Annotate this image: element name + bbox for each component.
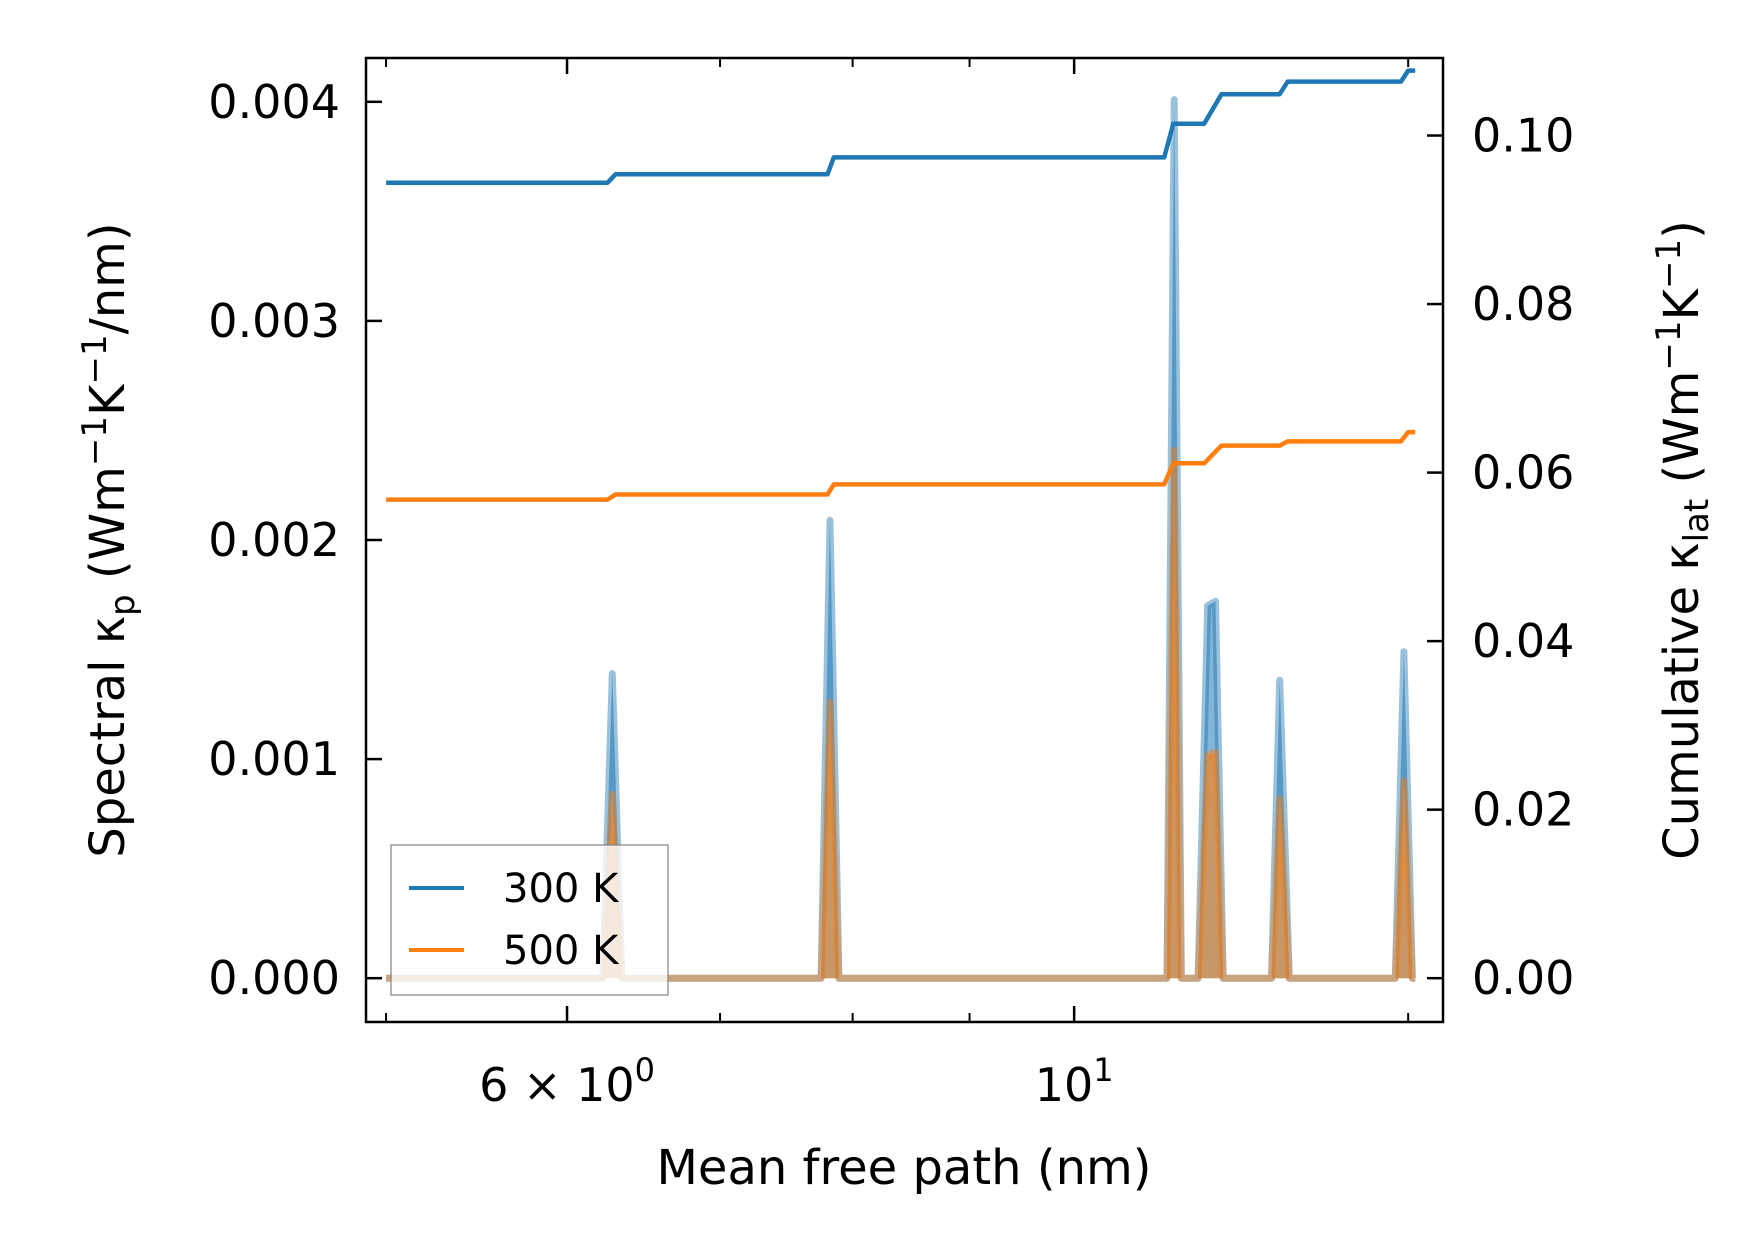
y-left-tick-label: 0.001 [208,732,340,786]
plot-frame [364,56,1445,1024]
legend-label-300k: 300 K [503,866,620,912]
y-right-tick-label: 0.02 [1472,783,1574,837]
y-right-tick-label: 0.08 [1472,277,1574,331]
y-right-tick-label: 0.10 [1472,109,1574,163]
x-tick-label: 101 [1035,1051,1114,1112]
y-axis-right-label: Cumulative κlat (Wm−1K−1) [1649,220,1717,860]
y-right-tick-label: 0.06 [1472,446,1574,500]
tick-layer: 0.000 0.001 0.002 0.003 0.004 0.00 0.02 0.04 0.0… [208,58,1574,1112]
y-axis-left-label: Spectral κp (Wm−1K−1/nm) [75,222,143,857]
x-axis-label: Mean free path (nm) [657,1140,1152,1196]
y-right-tick-label: 0.04 [1472,614,1574,668]
y-left-tick-label: 0.002 [208,513,340,567]
cumulative-line-1 [386,429,1416,502]
cumulative-line-0 [386,68,1416,185]
cumulative-series-layer [386,68,1416,502]
y-right-tick-label: 0.00 [1472,951,1574,1005]
spectral-series-layer [386,96,1416,982]
legend: 300 K 500 K [390,844,669,996]
y-left-tick-label: 0.003 [208,294,340,348]
y-left-tick-label: 0.004 [208,75,340,129]
legend-frame [390,844,669,996]
y-left-tick-label: 0.000 [208,951,340,1005]
legend-label-500k: 500 K [503,928,620,974]
spectral-line-1 [386,446,1416,982]
x-tick-label: 6 × 100 [479,1051,655,1112]
